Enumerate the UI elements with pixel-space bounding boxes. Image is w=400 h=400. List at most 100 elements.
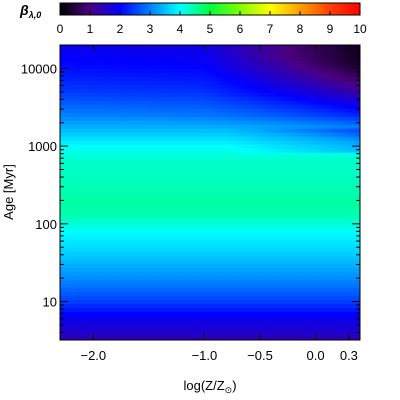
heatmap-cell [340,184,346,190]
heatmap-cell [320,92,326,98]
heatmap-cell [205,336,211,340]
heatmap-cell [210,336,216,340]
heatmap-cell [75,236,81,241]
heatmap-cell [185,296,191,301]
heatmap-cell [260,320,266,325]
heatmap-cell [285,320,291,325]
heatmap-cell [130,60,136,66]
heatmap-cell [255,212,261,218]
heatmap-cell [235,48,241,54]
heatmap-cell [100,268,106,273]
heatmap-cell [130,200,136,206]
heatmap-cell [95,220,101,225]
heatmap-cell [350,56,356,62]
heatmap-cell [80,132,86,138]
heatmap-cell [250,160,256,166]
heatmap-cell [120,280,126,285]
heatmap-cell [135,64,141,70]
heatmap-cell [65,248,71,253]
heatmap-cell [345,112,351,118]
heatmap-cell [265,132,271,138]
heatmap-cell [115,244,121,249]
heatmap-cell [250,136,256,142]
heatmap-cell [315,164,321,170]
heatmap-cell [180,308,186,313]
heatmap-cell [290,296,296,301]
heatmap-cell [205,144,211,150]
heatmap-cell [295,104,301,110]
heatmap-cell [335,196,341,202]
heatmap-cell [75,76,81,82]
heatmap-cell [240,92,246,98]
heatmap-cell [315,336,321,340]
heatmap-cell [215,72,221,78]
heatmap-cell [65,184,71,190]
heatmap-cell [175,300,181,305]
heatmap-cell [195,316,201,321]
heatmap-cell [200,144,206,150]
heatmap-cell [215,132,221,138]
heatmap-cell [260,72,266,78]
heatmap-cell [335,120,341,126]
heatmap-cell [255,192,261,198]
heatmap-cell [70,100,76,106]
heatmap-cell [65,204,71,210]
heatmap-cell [150,216,156,222]
heatmap-cell [75,156,81,162]
heatmap-cell [275,112,281,118]
heatmap-cell [355,268,360,273]
heatmap-cell [110,184,116,190]
heatmap-cell [295,192,301,198]
heatmap-cell [80,292,86,297]
heatmap-cell [215,308,221,313]
heatmap-cell [170,300,176,305]
heatmap-cell [225,88,231,94]
heatmap-cell [290,248,296,253]
heatmap-cell [75,288,81,293]
heatmap-cell [340,296,346,301]
heatmap-cell [255,120,261,126]
heatmap-cell [210,108,216,114]
heatmap-cell [215,180,221,186]
heatmap-cell [90,124,96,130]
heatmap-cell [190,196,196,202]
heatmap-cell [250,244,256,249]
heatmap-cell [320,248,326,253]
heatmap-cell [320,280,326,285]
heatmap-cell [280,220,286,225]
heatmap-cell [80,48,86,54]
heatmap-cell [325,132,331,138]
heatmap-cell [320,48,326,54]
heatmap-cell [85,120,91,126]
heatmap-cell [195,176,201,182]
heatmap-cell [165,196,171,202]
heatmap-cell [160,104,166,110]
heatmap-cell [105,176,111,182]
heatmap-cell [290,212,296,218]
heatmap-cell [225,84,231,90]
heatmap-cell [165,152,171,158]
heatmap-cell [265,216,271,222]
heatmap-cell [280,260,286,265]
heatmap-cell [165,56,171,62]
heatmap-cell [315,296,321,301]
heatmap-cell [240,48,246,54]
heatmap-cell [185,228,191,233]
heatmap-cell [265,180,271,186]
heatmap-cell [135,84,141,90]
heatmap-cell [155,328,161,333]
heatmap-cell [95,316,101,321]
heatmap-cell [185,236,191,241]
heatmap-cell [310,292,316,297]
x-tick-label: −2.0 [80,348,106,363]
heatmap-cell [95,60,101,66]
heatmap-cell [260,156,266,162]
heatmap-cell [265,236,271,241]
heatmap-cell [185,268,191,273]
heatmap-cell [155,204,161,210]
heatmap-cell [295,96,301,102]
heatmap-cell [150,68,156,74]
heatmap-cell [290,272,296,277]
heatmap-cell [65,200,71,206]
heatmap-cell [315,292,321,297]
